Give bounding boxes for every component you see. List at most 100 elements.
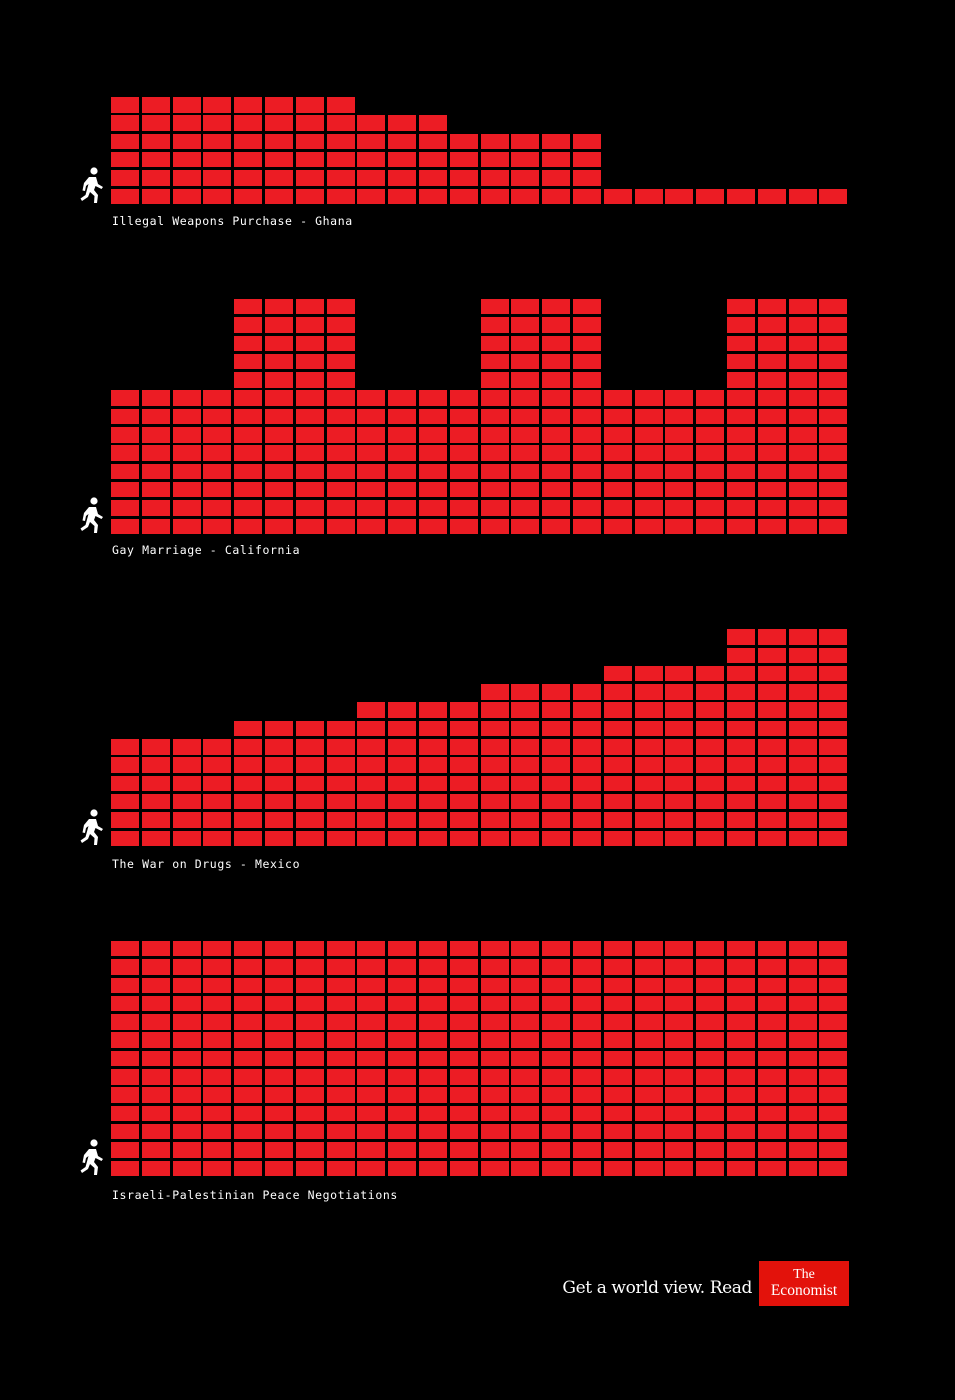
brick [634, 1014, 663, 1030]
brick [757, 1123, 786, 1140]
brick [141, 940, 170, 957]
brick [234, 1087, 263, 1103]
brick [542, 702, 571, 718]
brick [326, 995, 355, 1012]
brick [388, 739, 417, 755]
brick [203, 390, 232, 406]
brick [234, 1014, 263, 1030]
brick [573, 445, 601, 461]
brick [788, 445, 817, 461]
brick [634, 995, 663, 1012]
brick [295, 463, 324, 480]
brick [603, 390, 632, 406]
brick [449, 959, 478, 975]
brick [819, 518, 848, 534]
brick [326, 1105, 355, 1122]
brick [573, 1014, 601, 1030]
brick [449, 812, 478, 828]
brick [326, 977, 355, 993]
brick [141, 188, 170, 204]
brick [388, 518, 417, 534]
brick [449, 445, 478, 461]
brick [480, 1142, 509, 1158]
brick [727, 427, 755, 443]
brick [388, 1142, 417, 1158]
brick [788, 1050, 817, 1067]
brick [203, 793, 232, 810]
brick [634, 684, 663, 700]
brick [449, 757, 478, 773]
brick [634, 830, 663, 846]
brick [634, 481, 663, 498]
brick [511, 390, 540, 406]
economist-logo[interactable]: The Economist [759, 1261, 849, 1306]
brick [326, 188, 355, 204]
brick [819, 830, 848, 846]
brick [634, 445, 663, 461]
brick [727, 408, 755, 425]
brick [172, 188, 201, 204]
brick [265, 463, 293, 480]
brick [634, 1142, 663, 1158]
brick [265, 133, 293, 150]
brick [326, 335, 355, 351]
brick [326, 408, 355, 425]
brick [449, 518, 478, 534]
brick [573, 775, 601, 792]
brick [449, 793, 478, 810]
brick [511, 298, 540, 315]
brick [234, 518, 263, 534]
brick [573, 1142, 601, 1158]
brick [696, 1087, 725, 1103]
brick [757, 757, 786, 773]
brick [265, 97, 293, 113]
brick [573, 518, 601, 534]
brick [480, 1014, 509, 1030]
brick [665, 775, 694, 792]
brick [141, 151, 170, 168]
brick [603, 445, 632, 461]
brick [388, 757, 417, 773]
brick [357, 1014, 386, 1030]
brick [542, 684, 571, 700]
brick [480, 151, 509, 168]
brick [573, 720, 601, 737]
brick [265, 1087, 293, 1103]
brick [788, 1032, 817, 1048]
brick [357, 1105, 386, 1122]
brick [111, 1087, 139, 1103]
brick [419, 1160, 447, 1176]
brick [265, 757, 293, 773]
brick [788, 830, 817, 846]
brick [573, 463, 601, 480]
brick [203, 1142, 232, 1158]
brick [172, 445, 201, 461]
brick [172, 995, 201, 1012]
brick [357, 1123, 386, 1140]
brick [449, 1160, 478, 1176]
brick [357, 940, 386, 957]
brick [172, 481, 201, 498]
brick [419, 390, 447, 406]
brick [757, 1014, 786, 1030]
brick [480, 170, 509, 186]
brick [357, 390, 386, 406]
brick [357, 408, 386, 425]
brick [326, 1142, 355, 1158]
brick [696, 995, 725, 1012]
brick [573, 977, 601, 993]
brick [603, 684, 632, 700]
brick [265, 1069, 293, 1085]
brick [111, 408, 139, 425]
brick [449, 940, 478, 957]
brick [511, 133, 540, 150]
brick [265, 775, 293, 792]
brick [111, 812, 139, 828]
brick [757, 372, 786, 388]
brick [542, 1050, 571, 1067]
brick [696, 793, 725, 810]
brick [757, 647, 786, 663]
brick [480, 353, 509, 370]
brick [265, 335, 293, 351]
brick [573, 1105, 601, 1122]
